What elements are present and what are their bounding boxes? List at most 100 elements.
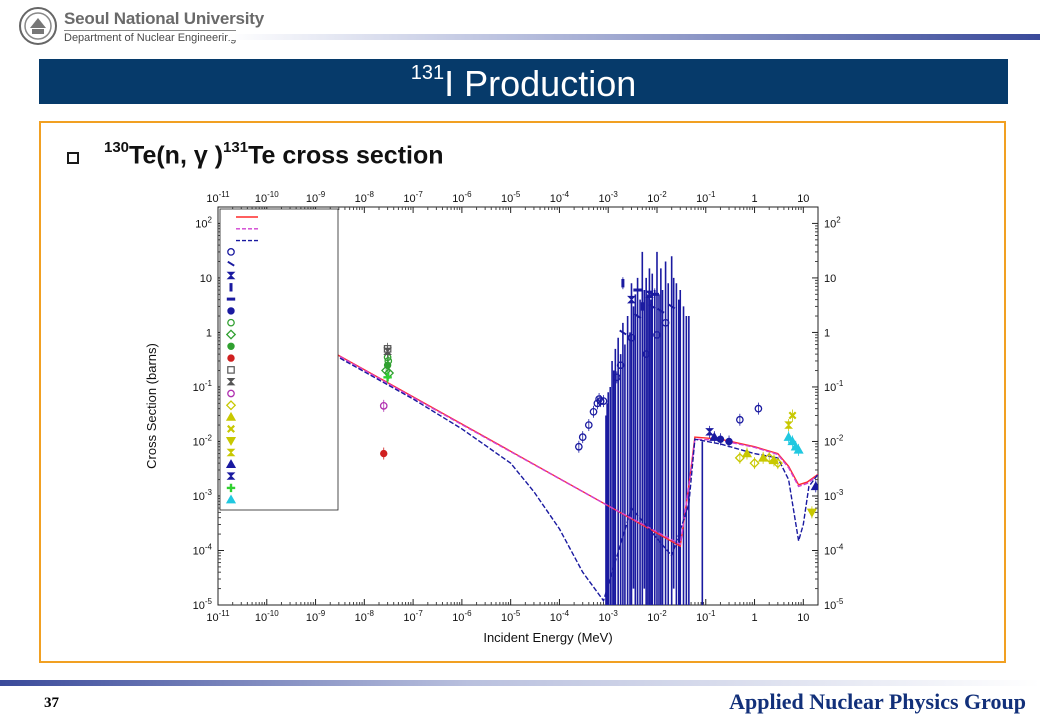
data-point-1976-schwerer (741, 448, 753, 458)
subtitle-part2: ) (207, 141, 224, 170)
data-point-1968-chaubey (784, 421, 794, 429)
subtitle-part3: Te cross section (248, 141, 444, 170)
legend-marker (226, 297, 236, 301)
subtitle-gamma: γ (193, 141, 208, 170)
y-tick-label-left: 10-3 (193, 488, 213, 503)
data-point-1969-dovbenko (627, 295, 636, 304)
legend-marker (226, 448, 236, 457)
data-point-1958-pasechnik (793, 444, 804, 454)
x-tick-label-bottom: 10-4 (550, 609, 570, 624)
x-tick-label-bottom: 10-7 (403, 609, 423, 624)
data-point-1962-sehgal (379, 402, 388, 410)
y-tick-label-right: 10 (824, 273, 836, 285)
y-tick-label-left: 10-5 (193, 597, 213, 612)
data-point-1967-macklin (640, 302, 644, 311)
data-point-1973-browne (619, 329, 627, 336)
data-point-1965-bergman (650, 292, 659, 296)
department-name: Department of Nuclear Engineering (64, 30, 237, 44)
data-point-1976-schwerer (709, 431, 720, 441)
y-tick-label-left: 102 (195, 215, 212, 230)
x-tick-label-bottom: 10-6 (452, 609, 472, 624)
data-point-1974-bergman (578, 433, 587, 441)
data-point-1972-thirumala-rao (383, 373, 392, 382)
data-point-1974-bergman (599, 397, 608, 405)
x-tick-label-top: 10-6 (452, 190, 472, 205)
legend-marker (225, 411, 237, 421)
data-point-1952-pomerance (383, 347, 393, 356)
legend-marker (225, 494, 237, 504)
header-rule (228, 34, 1040, 40)
y-tick-label-left: 10-4 (193, 542, 213, 557)
title-text: I Production (444, 63, 637, 104)
legend-marker (227, 366, 235, 374)
x-tick-label-bottom: 10-9 (306, 609, 326, 624)
x-tick-label-top: 10-8 (355, 190, 375, 205)
bullet-subtitle: 130Te(n, γ )131Te cross section (104, 139, 444, 170)
y-tick-label-right: 10-5 (824, 597, 844, 612)
data-point-1973-browne (657, 307, 665, 314)
legend-marker (227, 248, 235, 256)
x-tick-label-bottom: 10-3 (599, 609, 619, 624)
y-tick-label-right: 10-1 (824, 379, 844, 394)
x-tick-label-bottom: 10-2 (647, 609, 667, 624)
legend-marker (229, 283, 233, 292)
plot-area (315, 251, 818, 605)
university-seal-logo (18, 6, 58, 46)
y-tick-label-left: 10-1 (193, 379, 213, 394)
group-name: Applied Nuclear Physics Group (729, 689, 1026, 714)
chart-legend (219, 208, 339, 511)
x-tick-label-top: 10-7 (403, 190, 423, 205)
legend-marker (227, 424, 235, 433)
data-point-1965-bergman (633, 288, 642, 292)
legend-marker (227, 307, 235, 315)
x-tick-label-top: 10-2 (647, 190, 667, 205)
data-point-1974-bergman (642, 350, 651, 358)
data-point-1974-bergman (584, 421, 593, 429)
legend-marker (227, 342, 235, 351)
data-point-1974-bergman (612, 373, 621, 382)
y-tick-label-left: 1 (206, 327, 212, 339)
legend-marker (225, 329, 237, 340)
y-tick-label-right: 102 (824, 215, 841, 230)
title-bar: 131I Production (39, 59, 1008, 104)
subtitle-super-130: 130 (104, 139, 130, 156)
x-tick-label-top: 10-11 (206, 190, 230, 205)
data-point-1979-anand (764, 452, 775, 463)
x-tick-label-top: 10-9 (306, 190, 326, 205)
data-point-1974-bergman (595, 395, 603, 403)
content-frame (39, 121, 1006, 663)
page-number: 37 (44, 695, 59, 711)
data-point-1973-browne (633, 313, 642, 319)
legend-marker (226, 378, 236, 386)
x-tick-label-top: 10 (797, 193, 809, 205)
legend-marker (226, 472, 236, 480)
cross-section-chart: 10-1110-1110-1010-1010-910-910-810-810-7… (144, 190, 844, 645)
data-point-1974-bergman (616, 361, 625, 370)
legend-marker (225, 400, 237, 411)
data-point-1974-bergman (627, 333, 636, 342)
data-point-1976-schwerer (758, 452, 769, 462)
legend-box (219, 208, 339, 511)
data-point-1947-seren (383, 361, 392, 369)
x-tick-label-bottom: 10-1 (696, 609, 716, 624)
legend-marker (227, 354, 235, 362)
bullet-square-icon (67, 152, 79, 164)
data-point-1958-pasechnik (787, 436, 798, 446)
data-point-1974-bergman (589, 407, 598, 416)
legend-marker (225, 459, 237, 468)
data-point-1974-bergman (574, 442, 583, 451)
x-tick-label-bottom: 10-5 (501, 609, 521, 624)
title-superscript: 131 (410, 62, 445, 84)
data-point-1974-bergman (661, 318, 670, 327)
subtitle-part1: Te(n, (129, 141, 194, 170)
x-tick-label-bottom: 10 (797, 612, 809, 624)
y-axis-title: Cross Section (barns) (144, 343, 159, 469)
legend-marker (226, 271, 236, 280)
x-tick-label-top: 10-1 (696, 190, 716, 205)
x-tick-label-top: 10-10 (255, 190, 279, 205)
x-tick-label-bottom: 1 (751, 612, 757, 624)
x-tick-label-top: 10-5 (501, 190, 521, 205)
data-point-1949-beghian (725, 437, 733, 446)
legend-marker (226, 483, 236, 493)
data-point-1947-seren (380, 449, 388, 458)
